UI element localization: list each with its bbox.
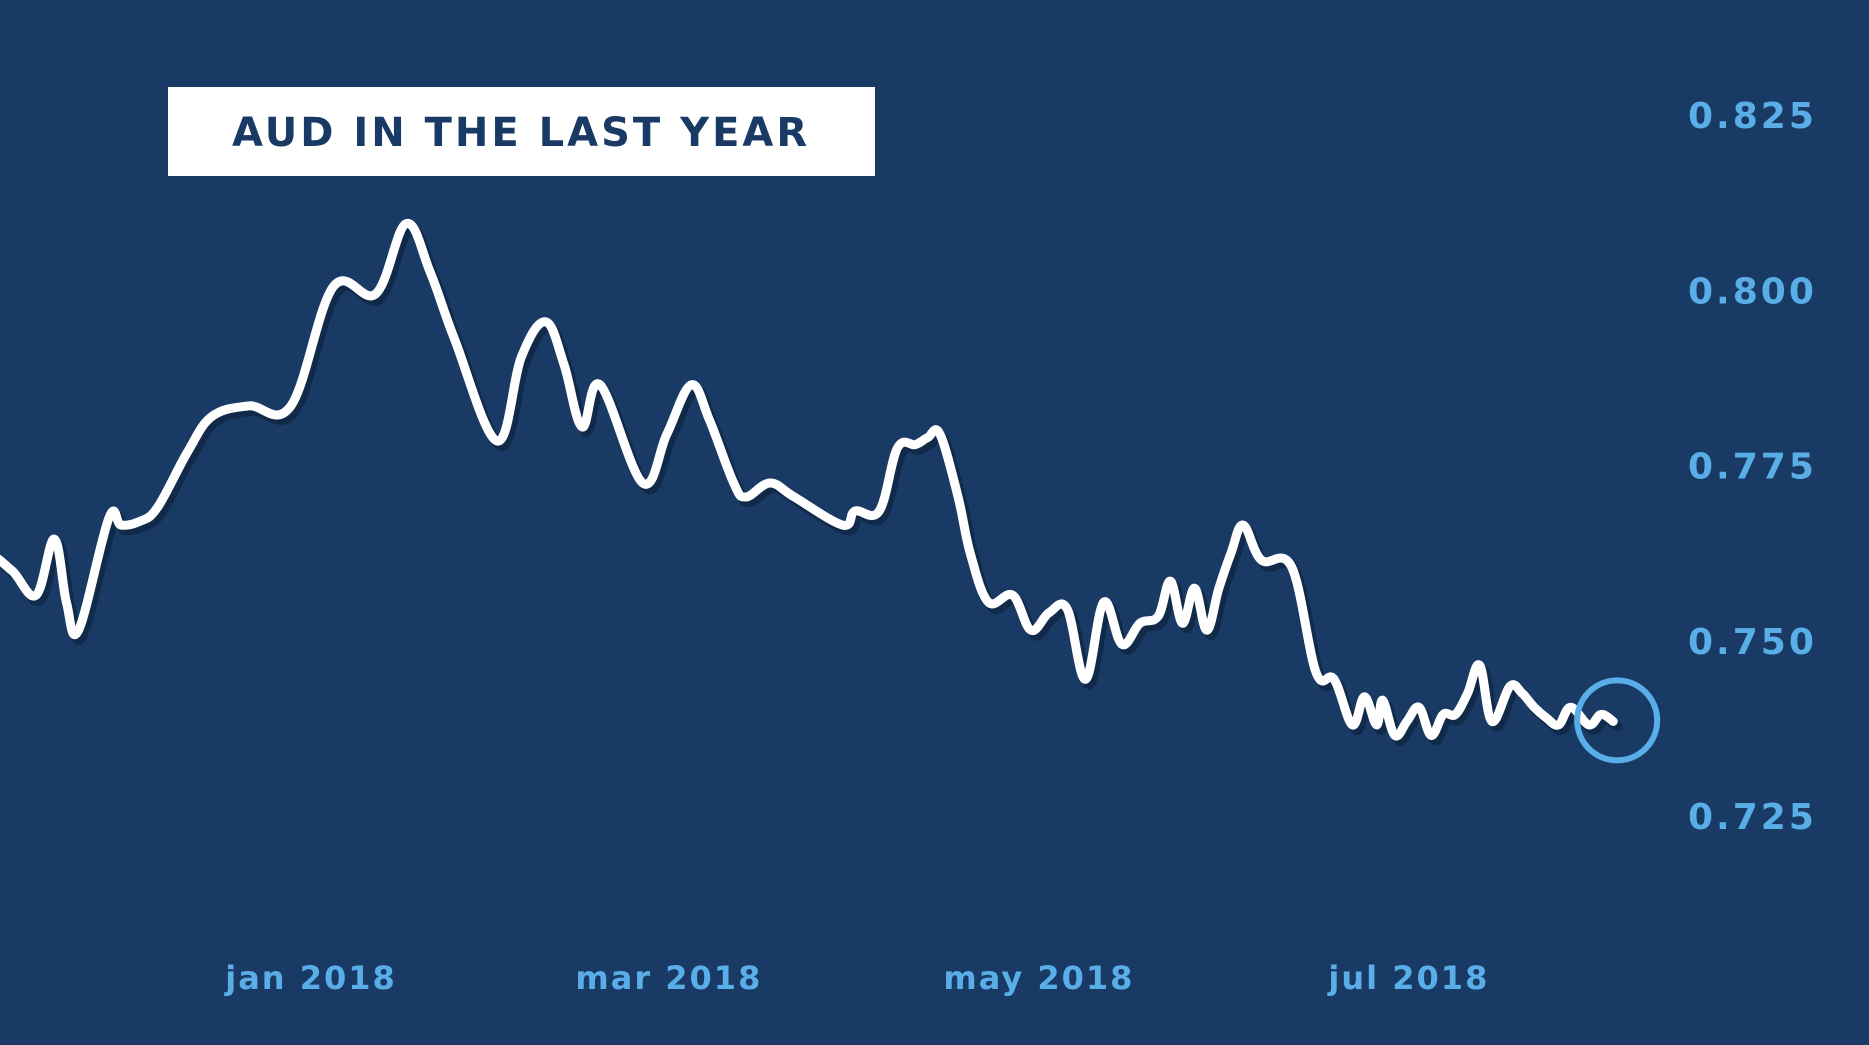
y-tick-label: 0.800	[1688, 271, 1817, 312]
series-line	[0, 219, 1618, 741]
y-tick-label: 0.725	[1688, 797, 1817, 838]
title-box: AUD IN THE LAST YEAR	[168, 87, 875, 176]
x-tick-label: mar 2018	[575, 959, 762, 997]
y-tick-labels: 0.825 0.800 0.775 0.750 0.725	[1688, 96, 1817, 838]
x-tick-label: may 2018	[943, 959, 1134, 997]
x-tick-label: jan 2018	[223, 959, 397, 997]
x-tick-labels: jan 2018 mar 2018 may 2018 jul 2018	[223, 959, 1489, 997]
y-tick-label: 0.750	[1688, 622, 1817, 663]
latest-value-highlight-circle	[1574, 677, 1661, 764]
y-tick-label: 0.775	[1688, 447, 1817, 488]
x-tick-label: jul 2018	[1326, 959, 1489, 997]
title-box-background	[168, 87, 875, 176]
y-tick-label: 0.825	[1688, 96, 1817, 137]
chart-title: AUD IN THE LAST YEAR	[232, 110, 810, 156]
